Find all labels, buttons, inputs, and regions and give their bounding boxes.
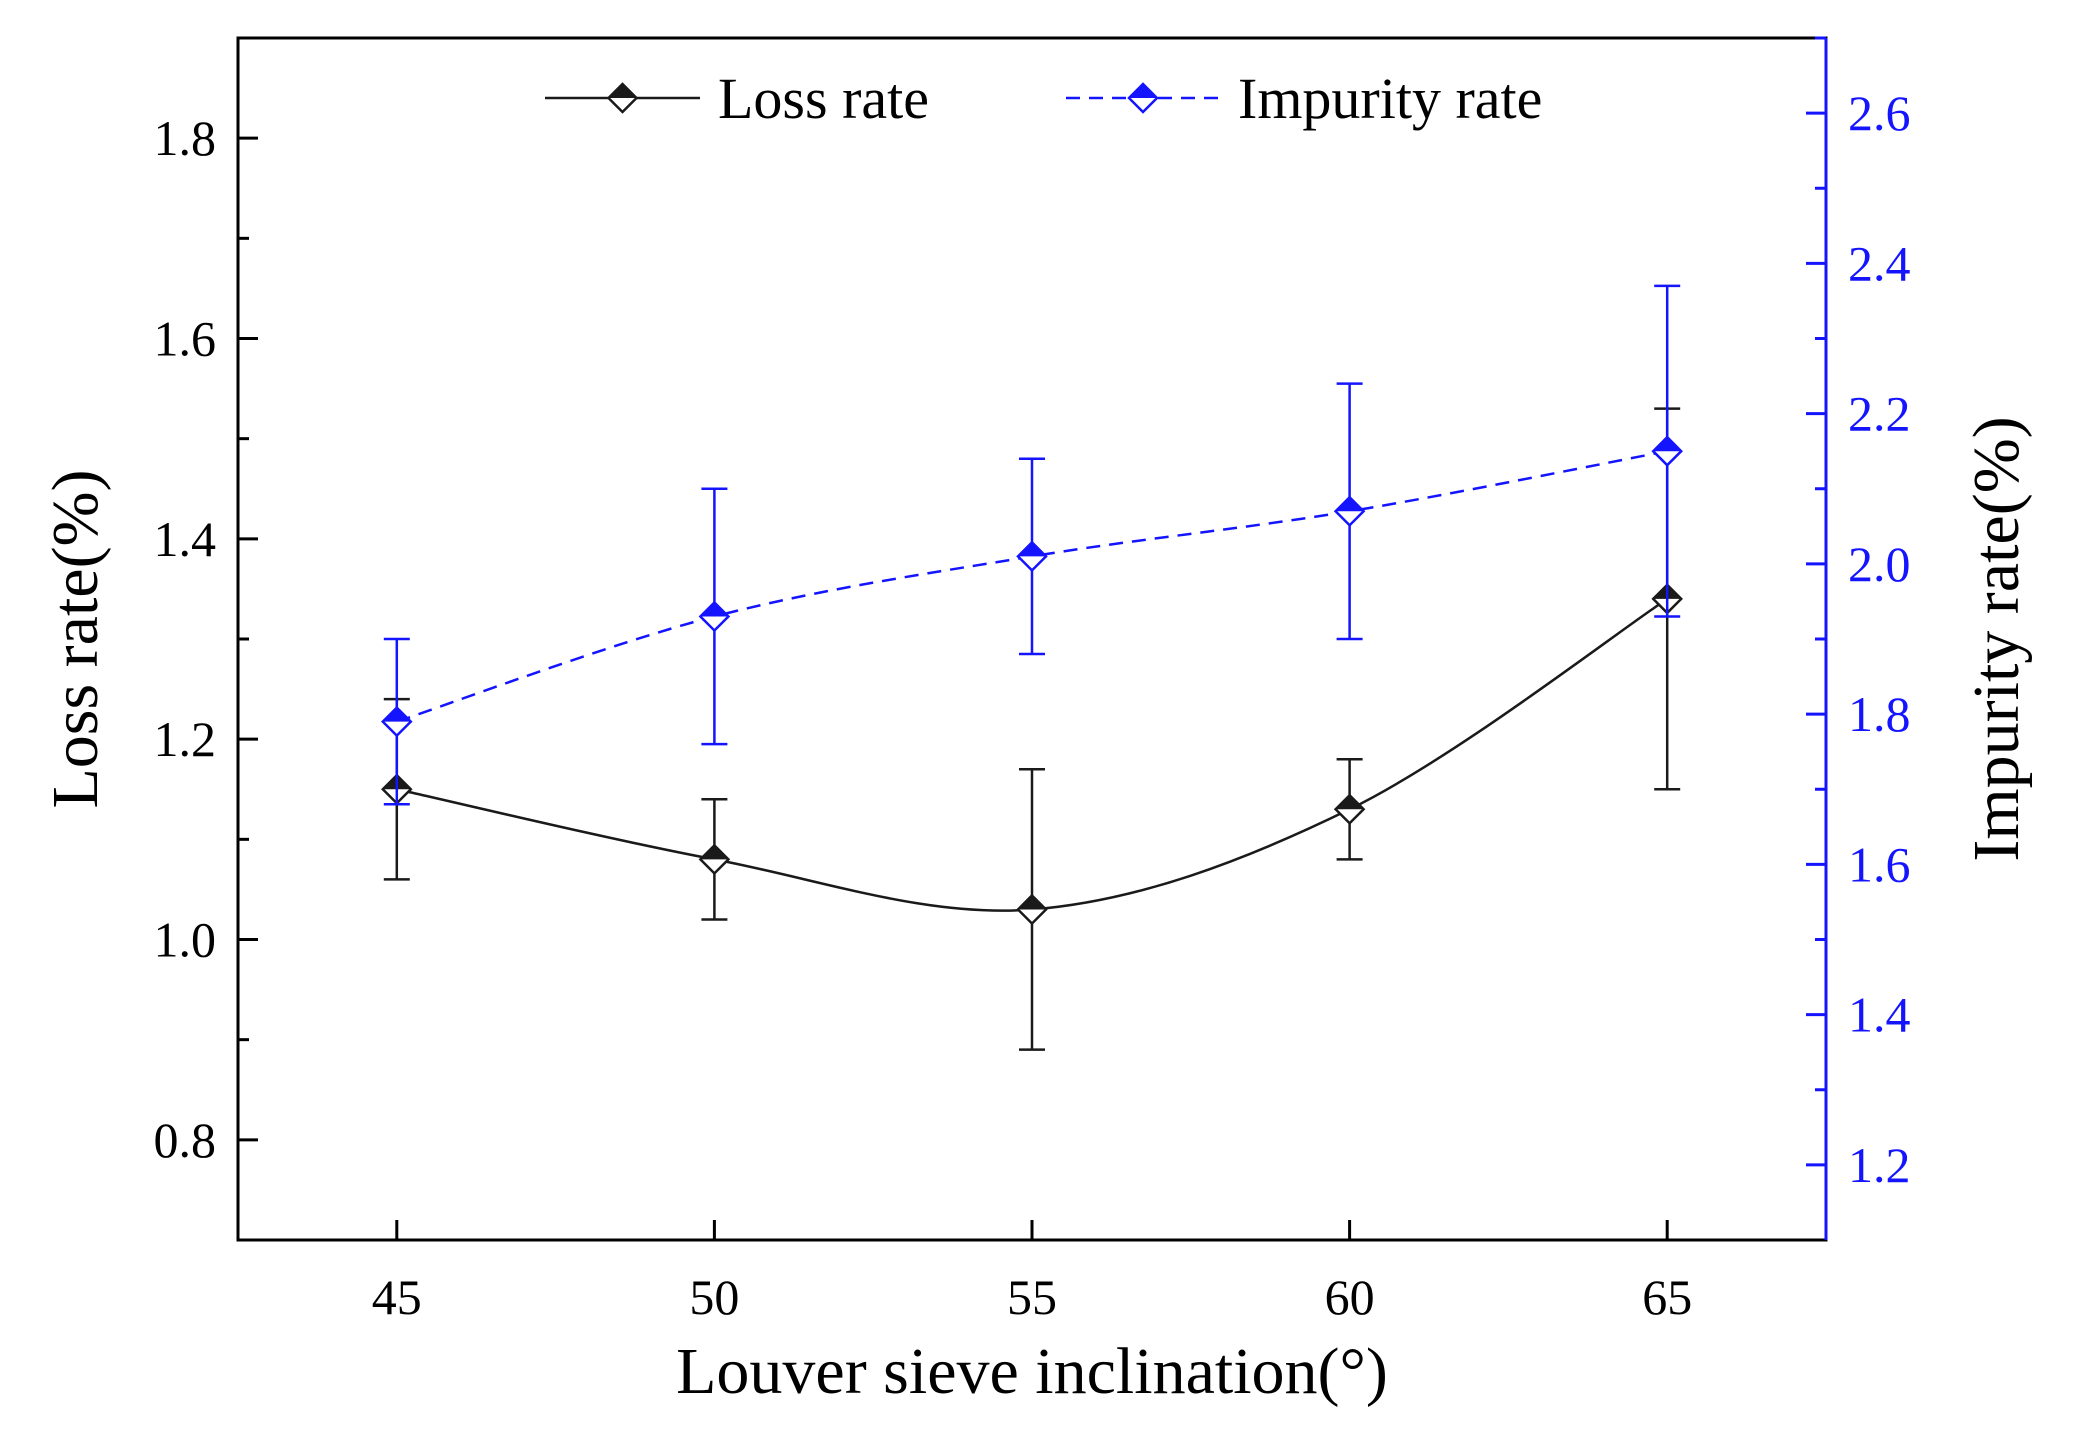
marker-fill <box>1018 895 1046 910</box>
x-tick-label: 65 <box>1642 1269 1692 1325</box>
marker-fill <box>700 602 729 617</box>
y-axis-right: 1.2 1.4 1.6 1.8 2.0 2.2 2.4 2.6 <box>1806 36 1911 1193</box>
marker-fill <box>1018 542 1046 557</box>
y2-tick-label: 2.4 <box>1848 235 1911 291</box>
data-point <box>1016 893 1048 926</box>
y-tick-label: 0.8 <box>154 1112 217 1168</box>
y-axis-title: Loss rate(%) <box>39 469 112 808</box>
data-point <box>1333 793 1366 826</box>
y2-tick-label: 1.6 <box>1848 836 1911 892</box>
x-tick-label: 50 <box>689 1269 739 1325</box>
legend-item: Loss rate <box>545 66 929 131</box>
marker-outline <box>698 600 731 633</box>
legend-marker <box>1127 82 1159 114</box>
y2-tick-label: 1.4 <box>1848 987 1911 1043</box>
data-point <box>1016 540 1048 573</box>
marker-outline <box>1016 893 1048 926</box>
y2-tick-label: 2.0 <box>1848 536 1911 592</box>
y-tick-label: 1.0 <box>154 912 217 968</box>
y-tick-label: 1.6 <box>154 311 217 367</box>
y2-tick-label: 2.2 <box>1848 386 1911 442</box>
legend: Loss rate Impurity rate <box>545 66 1542 131</box>
y2-tick-label: 1.2 <box>1848 1137 1911 1193</box>
marker-outline <box>698 843 731 876</box>
x-axis-title: Louver sieve inclination(°) <box>676 1335 1388 1408</box>
x-tick-label: 55 <box>1007 1269 1057 1325</box>
marker-fill <box>382 707 411 722</box>
y2-tick-label: 1.8 <box>1848 686 1911 742</box>
marker-outline <box>606 82 639 114</box>
marker-fill <box>1653 437 1682 452</box>
data-point <box>698 843 731 876</box>
y2-tick-label: 2.6 <box>1848 85 1911 141</box>
marker-fill <box>1335 497 1364 512</box>
legend-label: Impurity rate <box>1238 66 1542 131</box>
y-tick-label: 1.2 <box>154 711 217 767</box>
series-layer <box>381 284 1683 1051</box>
x-tick-label: 60 <box>1325 1269 1375 1325</box>
marker-fill <box>1129 84 1157 98</box>
y-axis-left: 0.8 1.0 1.2 1.4 1.6 1.8 <box>154 36 258 1242</box>
y2-axis-title: Impurity rate(%) <box>1960 416 2033 861</box>
data-point <box>381 705 413 738</box>
legend-marker <box>606 82 639 114</box>
marker-fill <box>1335 795 1364 810</box>
y-tick-label: 1.8 <box>154 110 217 166</box>
marker-outline <box>1333 495 1366 528</box>
y-tick-label: 1.4 <box>154 511 217 567</box>
marker-outline <box>1127 82 1159 114</box>
legend-item: Impurity rate <box>1066 66 1542 131</box>
marker-outline <box>1333 793 1366 826</box>
legend-label: Loss rate <box>718 66 929 131</box>
marker-outline <box>1016 540 1048 573</box>
marker-outline <box>381 705 413 738</box>
marker-fill <box>608 84 637 98</box>
data-point <box>698 600 731 633</box>
data-point <box>1333 495 1366 528</box>
x-tick-label: 45 <box>372 1269 422 1325</box>
marker-outline <box>1651 435 1683 467</box>
marker-fill <box>700 845 729 860</box>
x-axis: 45 50 55 60 65 <box>372 1220 1692 1325</box>
data-point <box>1651 435 1683 467</box>
series-impurity-rate <box>381 284 1683 806</box>
